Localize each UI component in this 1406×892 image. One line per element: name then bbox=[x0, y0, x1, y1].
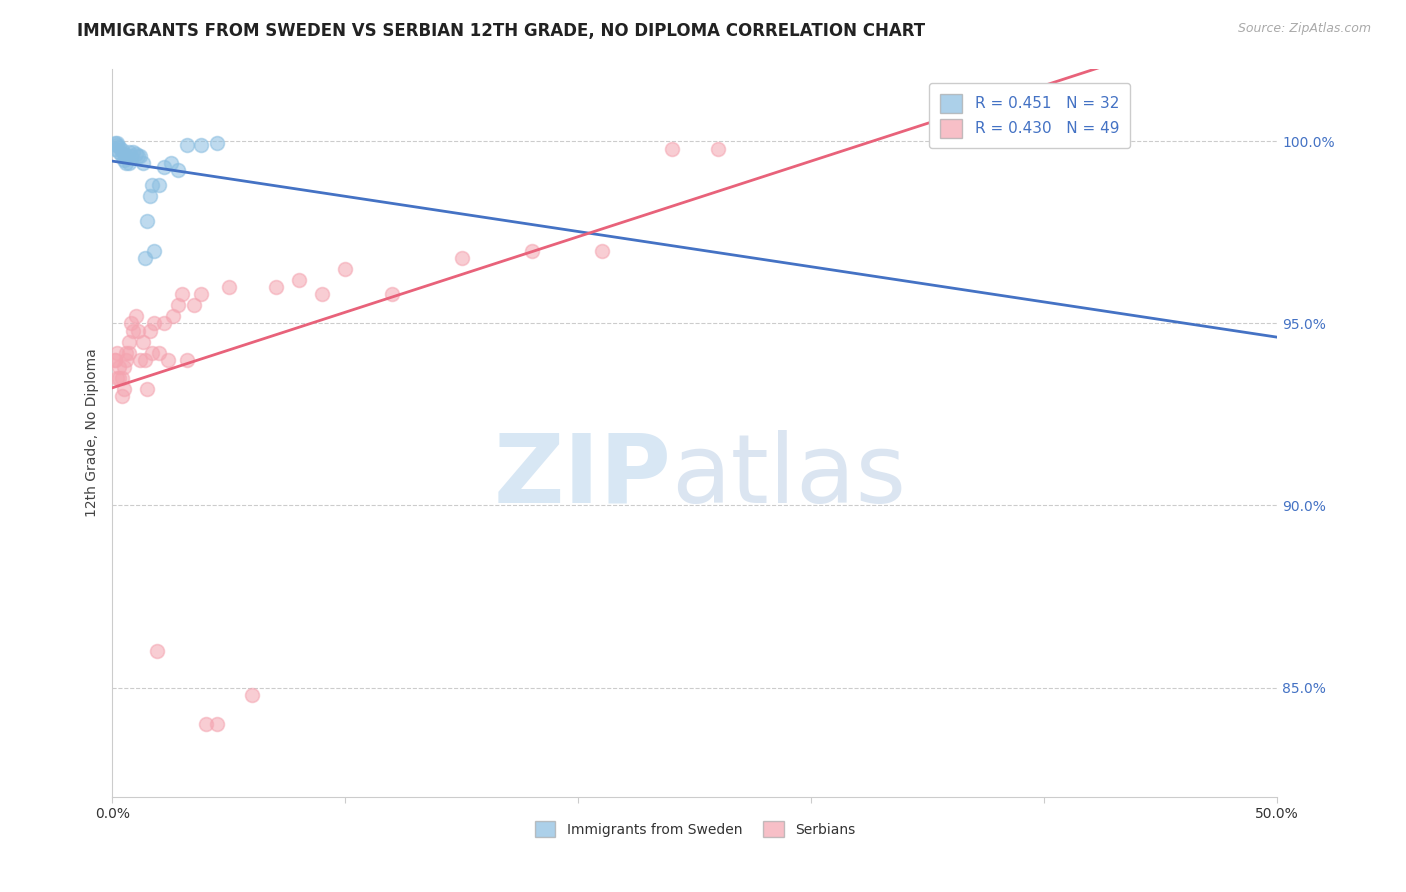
Point bbox=[120, 149, 142, 163]
Point bbox=[139, 189, 162, 203]
Point bbox=[127, 149, 149, 163]
Point bbox=[159, 156, 181, 170]
Point bbox=[141, 345, 163, 359]
Point bbox=[127, 324, 149, 338]
Point bbox=[115, 345, 138, 359]
Point bbox=[190, 287, 212, 301]
Point bbox=[176, 352, 198, 367]
Point bbox=[108, 360, 131, 375]
Point bbox=[152, 160, 174, 174]
Point bbox=[132, 334, 155, 349]
Text: Source: ZipAtlas.com: Source: ZipAtlas.com bbox=[1237, 22, 1371, 36]
Text: atlas: atlas bbox=[672, 430, 907, 523]
Point bbox=[190, 138, 212, 153]
Point bbox=[207, 717, 229, 731]
Point bbox=[707, 142, 730, 156]
Point bbox=[120, 317, 142, 331]
Point bbox=[194, 717, 217, 731]
Point bbox=[132, 156, 155, 170]
Point bbox=[118, 145, 141, 160]
Point bbox=[111, 389, 134, 403]
Text: IMMIGRANTS FROM SWEDEN VS SERBIAN 12TH GRADE, NO DIPLOMA CORRELATION CHART: IMMIGRANTS FROM SWEDEN VS SERBIAN 12TH G… bbox=[77, 22, 925, 40]
Point bbox=[112, 147, 135, 161]
Point bbox=[134, 352, 156, 367]
Point bbox=[143, 317, 166, 331]
Point bbox=[115, 352, 138, 367]
Point bbox=[108, 140, 131, 154]
Point bbox=[112, 382, 135, 396]
Point bbox=[264, 280, 287, 294]
Point bbox=[166, 163, 188, 178]
Point bbox=[115, 156, 138, 170]
Point bbox=[176, 138, 198, 153]
Point bbox=[335, 261, 357, 276]
Point bbox=[381, 287, 404, 301]
Point bbox=[112, 153, 135, 167]
Point bbox=[129, 352, 152, 367]
Point bbox=[104, 136, 127, 150]
Point bbox=[104, 352, 127, 367]
Point bbox=[145, 644, 167, 658]
Y-axis label: 12th Grade, No Diploma: 12th Grade, No Diploma bbox=[86, 348, 100, 517]
Point bbox=[105, 136, 128, 150]
Point bbox=[108, 371, 131, 385]
Point bbox=[240, 688, 263, 702]
Point bbox=[152, 317, 174, 331]
Point bbox=[111, 144, 134, 158]
Point bbox=[451, 251, 474, 265]
Point bbox=[162, 309, 184, 323]
Point bbox=[172, 287, 194, 301]
Point bbox=[104, 142, 127, 156]
Legend: Immigrants from Sweden, Serbians: Immigrants from Sweden, Serbians bbox=[527, 814, 862, 845]
Point bbox=[105, 345, 128, 359]
Point bbox=[105, 371, 128, 385]
Point bbox=[157, 352, 180, 367]
Point bbox=[112, 360, 135, 375]
Point bbox=[111, 149, 134, 163]
Point bbox=[218, 280, 240, 294]
Point bbox=[148, 178, 170, 192]
Point bbox=[141, 178, 163, 192]
Point bbox=[108, 145, 131, 160]
Point bbox=[591, 244, 613, 258]
Point bbox=[183, 298, 205, 312]
Point bbox=[139, 324, 162, 338]
Point bbox=[122, 145, 145, 160]
Point bbox=[143, 244, 166, 258]
Point bbox=[166, 298, 188, 312]
Point bbox=[148, 345, 170, 359]
Point bbox=[118, 334, 141, 349]
Point bbox=[111, 371, 134, 385]
Point bbox=[125, 147, 148, 161]
Point bbox=[311, 287, 333, 301]
Point bbox=[134, 251, 156, 265]
Point bbox=[105, 138, 128, 153]
Point bbox=[136, 214, 159, 228]
Point bbox=[288, 273, 311, 287]
Point bbox=[118, 156, 141, 170]
Point bbox=[207, 136, 229, 150]
Text: ZIP: ZIP bbox=[494, 430, 672, 523]
Point bbox=[125, 309, 148, 323]
Point bbox=[115, 149, 138, 163]
Point bbox=[129, 149, 152, 163]
Point bbox=[520, 244, 543, 258]
Point bbox=[118, 345, 141, 359]
Point bbox=[104, 352, 127, 367]
Point bbox=[136, 382, 159, 396]
Point bbox=[661, 142, 683, 156]
Point bbox=[122, 324, 145, 338]
